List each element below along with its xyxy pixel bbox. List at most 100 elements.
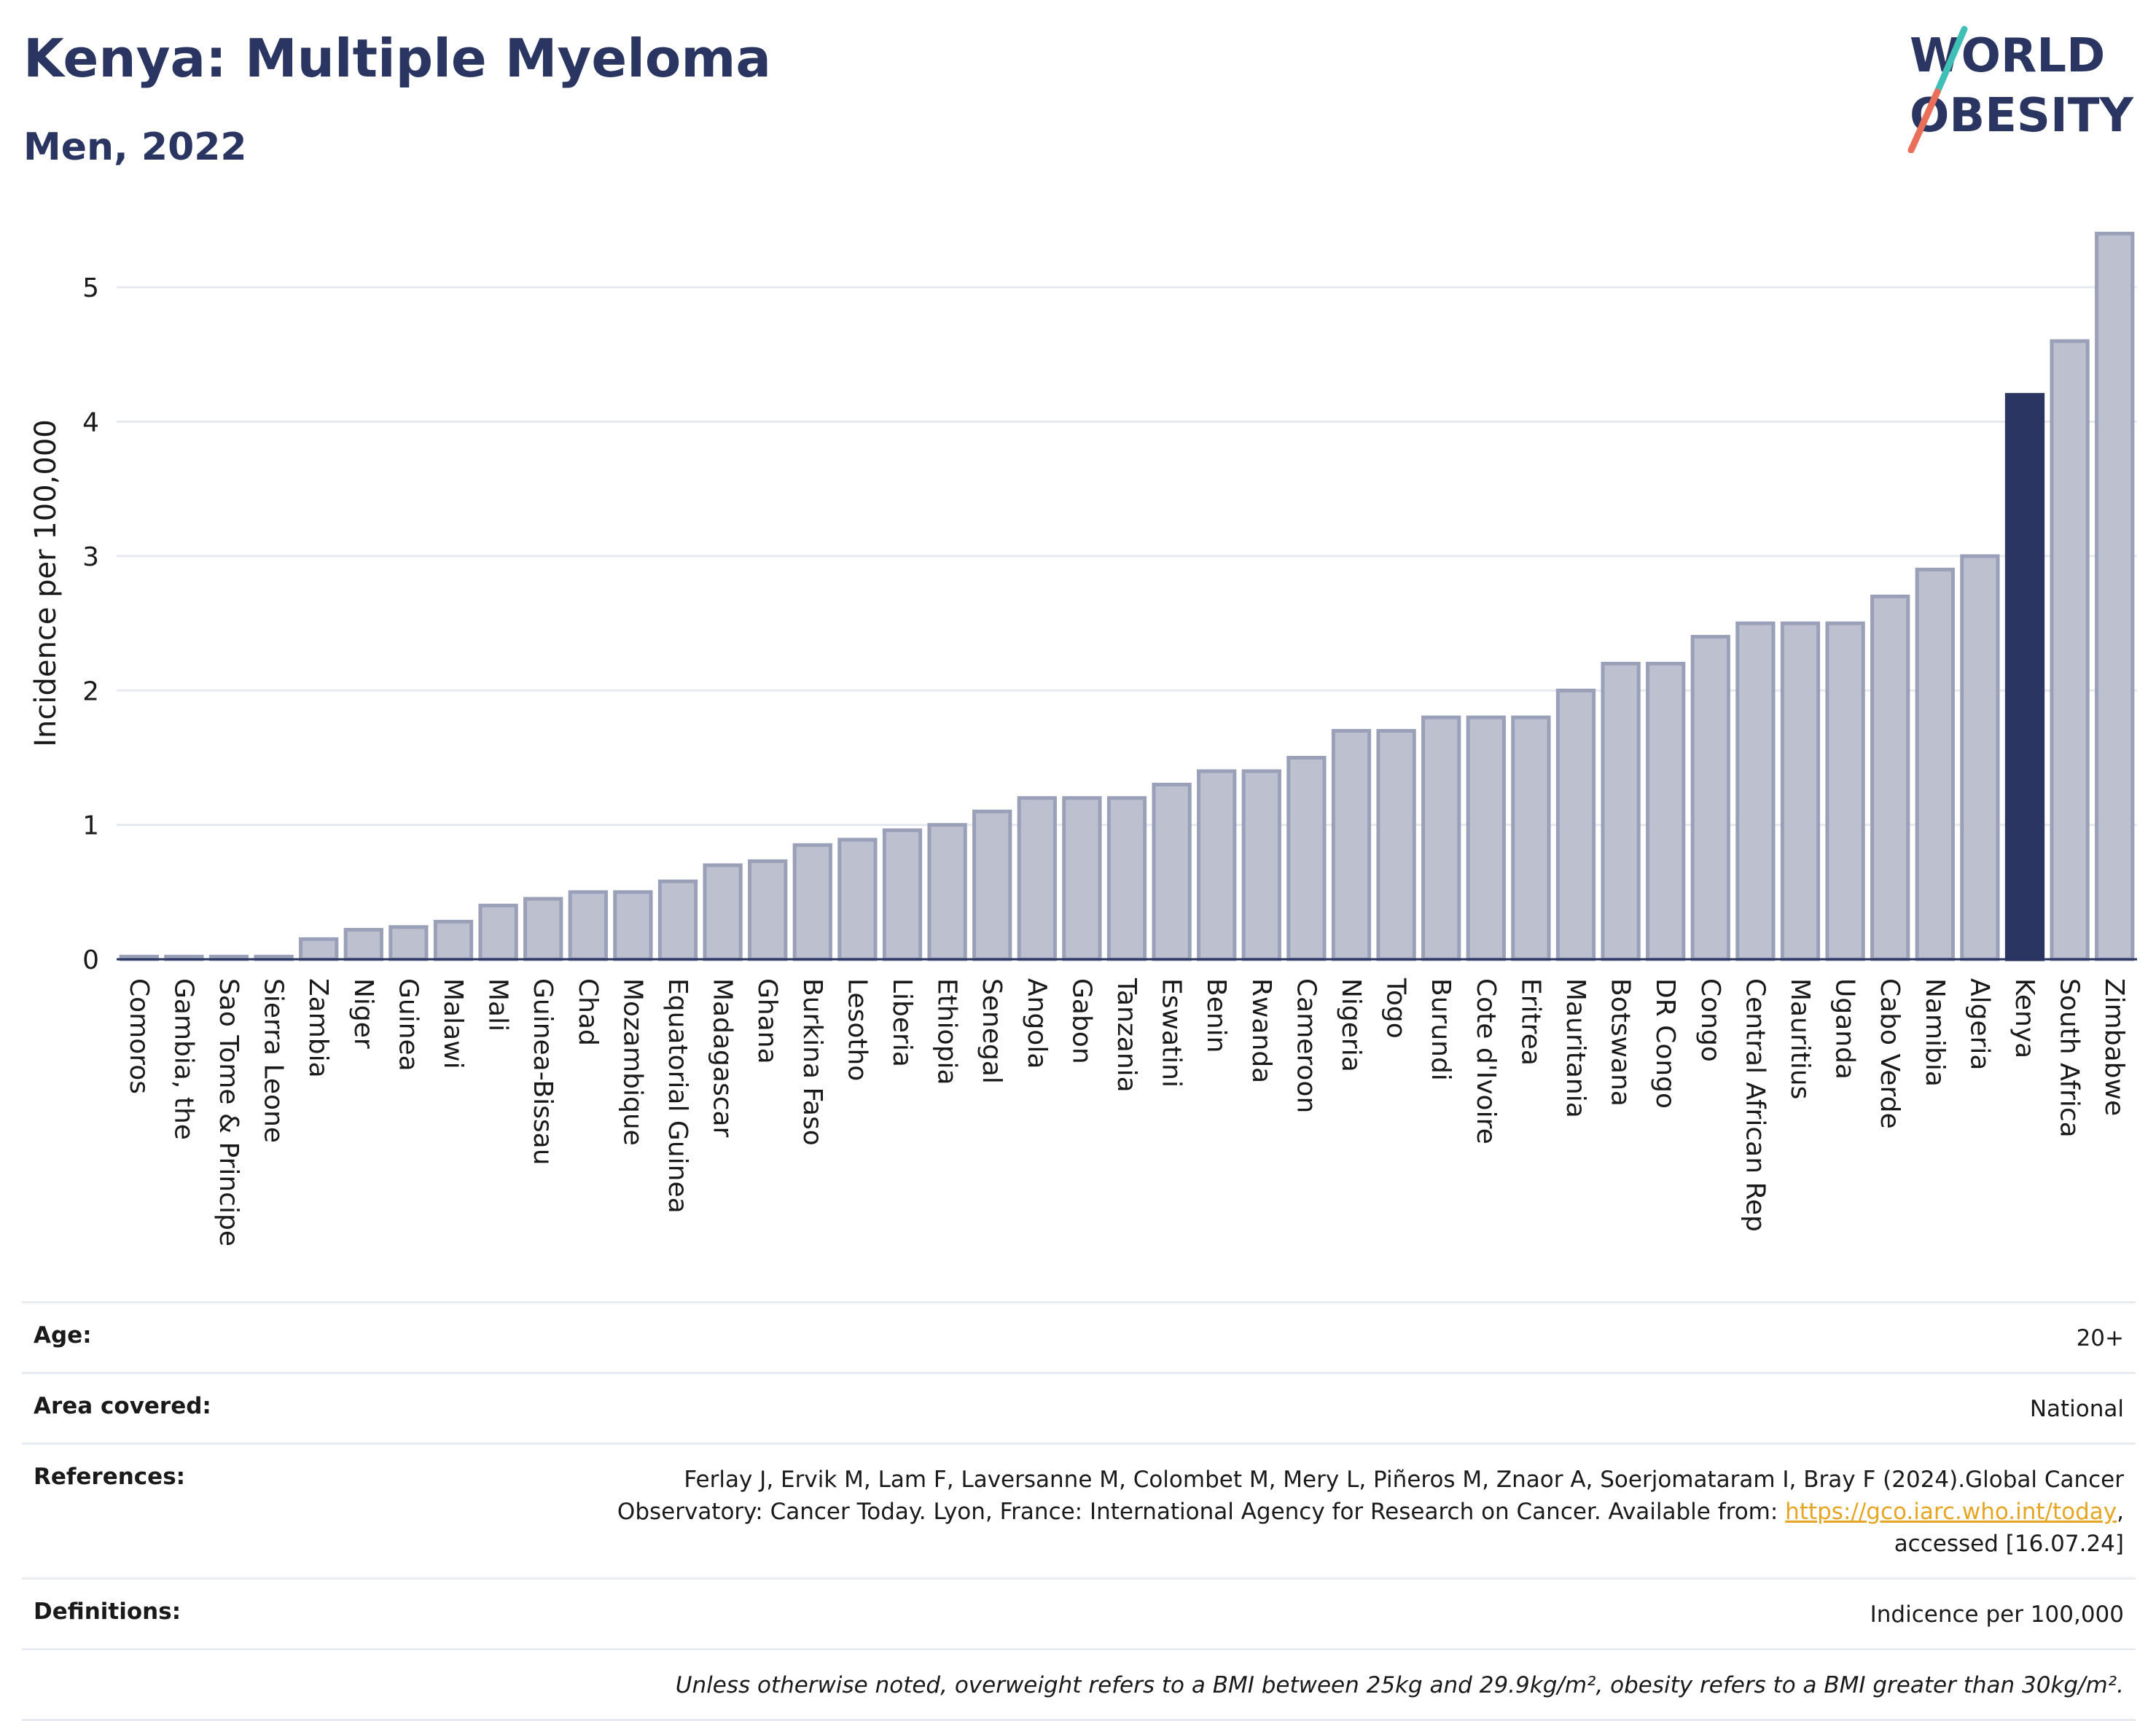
x-tick-label: Madagascar bbox=[708, 978, 738, 1138]
references-text-3: , bbox=[2117, 1499, 2124, 1525]
x-tick-label: Malawi bbox=[438, 978, 468, 1069]
x-tick-label: DR Congo bbox=[1650, 978, 1680, 1109]
bar-gabon bbox=[1062, 796, 1102, 961]
bar-tanzania bbox=[1106, 796, 1147, 961]
references-text-4: accessed [16.07.24] bbox=[1894, 1531, 2124, 1557]
bar-cabo-verde bbox=[1870, 594, 1910, 961]
y-tick-label: 2 bbox=[82, 676, 99, 706]
x-tick-label: Algeria bbox=[1964, 978, 1994, 1071]
bar-kenya bbox=[2004, 393, 2045, 961]
bar-ghana bbox=[748, 859, 788, 961]
bar-central-african-rep bbox=[1735, 621, 1776, 961]
x-tick-label: Gambia, the bbox=[168, 978, 198, 1140]
bar-guinea-bissau bbox=[523, 897, 563, 961]
x-tick-label: Sao Tome & Principe bbox=[214, 978, 243, 1246]
bar-togo bbox=[1376, 729, 1416, 961]
bar-congo bbox=[1690, 635, 1730, 961]
logo-slash-teal bbox=[1934, 26, 1968, 95]
info-row-references: References: Ferlay J, Ervik M, Lam F, La… bbox=[22, 1443, 2136, 1577]
age-value: 20+ bbox=[2076, 1325, 2124, 1351]
bar-eritrea bbox=[1511, 715, 1551, 961]
bar-uganda bbox=[1825, 621, 1865, 961]
x-tick-label: Nigeria bbox=[1336, 978, 1366, 1072]
bar-equatorial-guinea bbox=[657, 879, 698, 961]
y-axis-ticks: 0 1 2 3 4 5 bbox=[82, 273, 99, 975]
x-tick-label: Cabo Verde bbox=[1875, 978, 1905, 1129]
logo-slash-coral bbox=[1907, 88, 1941, 153]
x-tick-label: Kenya bbox=[2009, 978, 2039, 1058]
info-table: Age: 20+ Area covered: National Referenc… bbox=[22, 1301, 2136, 1721]
bar-cameroon bbox=[1286, 755, 1327, 961]
y-tick-label: 3 bbox=[82, 542, 99, 572]
age-label: Age: bbox=[34, 1322, 92, 1349]
x-tick-label: South Africa bbox=[2055, 978, 2085, 1138]
x-tick-label: Congo bbox=[1695, 978, 1725, 1062]
x-tick-label: Ghana bbox=[752, 978, 782, 1064]
bar-rwanda bbox=[1241, 769, 1281, 961]
bar-cote-d-ivoire bbox=[1466, 715, 1506, 961]
y-tick-label: 1 bbox=[82, 811, 99, 841]
x-tick-label: Senegal bbox=[977, 978, 1007, 1084]
bar-algeria bbox=[1960, 554, 2000, 961]
bar-zambia bbox=[299, 937, 339, 961]
x-tick-label: Uganda bbox=[1830, 978, 1860, 1080]
x-tick-label: Niger bbox=[348, 978, 378, 1049]
bar-liberia bbox=[882, 828, 923, 961]
x-axis-ticks: Comoros Gambia, the Sao Tome & Principe Sie… bbox=[124, 977, 2129, 1246]
bar-botswana bbox=[1601, 661, 1641, 961]
bar-niger bbox=[343, 927, 383, 961]
bar-south-africa bbox=[2050, 339, 2090, 961]
x-tick-label: Zimbabwe bbox=[2099, 978, 2129, 1116]
x-tick-label: Comoros bbox=[124, 978, 154, 1094]
x-tick-label: Guinea bbox=[393, 978, 423, 1072]
definitions-label: Definitions: bbox=[34, 1599, 181, 1625]
x-tick-label: Burundi bbox=[1426, 978, 1456, 1081]
bar-madagascar bbox=[703, 863, 743, 961]
x-tick-label: Central African Rep bbox=[1740, 978, 1770, 1232]
references-link[interactable]: https://gco.iarc.who.int/today bbox=[1785, 1499, 2117, 1525]
bar-mauritania bbox=[1555, 688, 1596, 961]
x-tick-label: Mali bbox=[483, 978, 513, 1031]
x-tick-label: Chad bbox=[573, 978, 603, 1046]
bar-namibia bbox=[1915, 567, 1955, 961]
x-tick-label: Eritrea bbox=[1515, 978, 1545, 1066]
x-tick-label: Cameroon bbox=[1291, 978, 1321, 1113]
page-title: Kenya: Multiple Myeloma bbox=[23, 28, 771, 89]
x-tick-label: Namibia bbox=[1920, 978, 1950, 1087]
area-label: Area covered: bbox=[34, 1393, 211, 1419]
bar-mali bbox=[478, 903, 518, 961]
x-tick-label: Equatorial Guinea bbox=[663, 978, 692, 1214]
x-tick-label: Mauritius bbox=[1785, 978, 1815, 1099]
bar-zimbabwe bbox=[2095, 231, 2135, 961]
bar-mozambique bbox=[613, 890, 653, 961]
info-row-area: Area covered: National bbox=[22, 1372, 2136, 1443]
bar-eswatini bbox=[1152, 782, 1192, 961]
references-label: References: bbox=[34, 1464, 186, 1490]
bar-malawi bbox=[433, 919, 474, 961]
bar-mauritius bbox=[1780, 621, 1821, 961]
x-tick-label: Angola bbox=[1022, 978, 1052, 1069]
x-tick-label: Benin bbox=[1201, 978, 1231, 1053]
x-tick-label: Tanzania bbox=[1112, 977, 1141, 1093]
x-tick-label: Mozambique bbox=[617, 978, 647, 1146]
x-tick-label: Sierra Leone bbox=[259, 978, 289, 1143]
bar-benin bbox=[1197, 769, 1237, 961]
definitions-value: Indicence per 100,000 bbox=[1870, 1601, 2124, 1628]
y-tick-label: 4 bbox=[82, 408, 99, 438]
bar-lesotho bbox=[837, 838, 878, 961]
x-tick-label: Zambia bbox=[303, 978, 333, 1078]
bar-senegal bbox=[972, 809, 1012, 961]
references-text-1: Ferlay J, Ervik M, Lam F, Laversanne M, … bbox=[684, 1467, 2124, 1493]
x-tick-label: Burkina Faso bbox=[797, 978, 827, 1146]
x-tick-label: Gabon bbox=[1066, 978, 1096, 1064]
x-tick-label: Eswatini bbox=[1157, 978, 1187, 1088]
bar-dr-congo bbox=[1646, 661, 1686, 961]
bar-nigeria bbox=[1331, 729, 1372, 961]
obesity-definition-note: Unless otherwise noted, overweight refer… bbox=[675, 1672, 2124, 1698]
x-tick-label: Botswana bbox=[1606, 978, 1636, 1107]
info-row-note: Unless otherwise noted, overweight refer… bbox=[22, 1648, 2136, 1721]
world-obesity-logo: WORLD OBESITY bbox=[1907, 26, 2133, 153]
x-tick-label: Guinea-Bissau bbox=[528, 978, 558, 1166]
x-tick-label: Mauritania bbox=[1561, 978, 1590, 1118]
x-tick-label: Cote d'Ivoire bbox=[1471, 978, 1501, 1144]
